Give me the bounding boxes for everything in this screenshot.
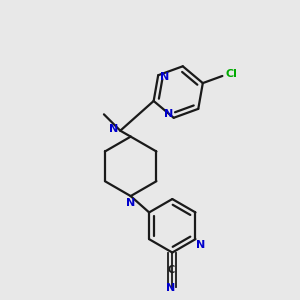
- Text: N: N: [164, 109, 173, 119]
- Text: N: N: [109, 124, 119, 134]
- Text: N: N: [126, 198, 136, 208]
- Text: N: N: [160, 72, 170, 82]
- Text: Cl: Cl: [225, 70, 237, 80]
- Text: N: N: [166, 283, 175, 293]
- Text: N: N: [196, 239, 206, 250]
- Text: C: C: [167, 266, 174, 275]
